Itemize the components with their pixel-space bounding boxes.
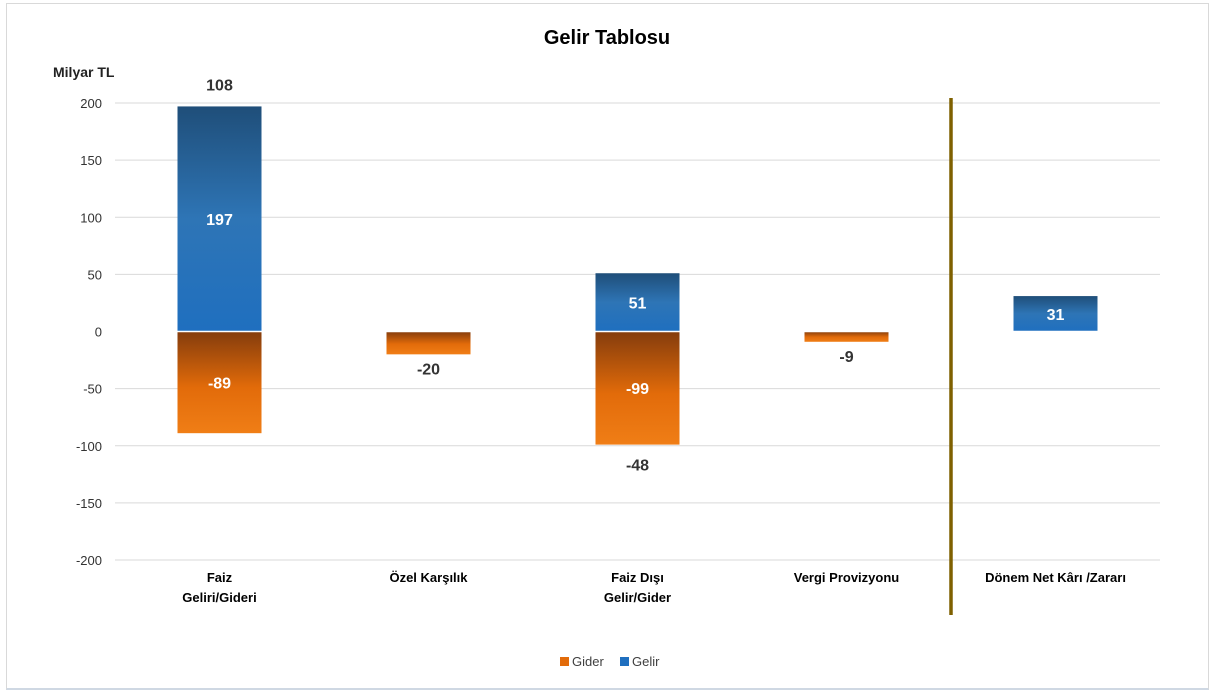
category-label: Dönem Net Kârı /Zararı (985, 570, 1126, 585)
chart-title: Gelir Tablosu (544, 27, 670, 49)
data-label: -89 (208, 375, 231, 392)
net-label: 108 (206, 77, 233, 94)
bar-gider (804, 331, 889, 342)
bar-gider (177, 331, 262, 434)
legend-swatch-gider (560, 657, 569, 666)
y-tick-label: 0 (95, 325, 102, 340)
bar-gelir (177, 106, 262, 332)
y-tick-label: -150 (76, 496, 102, 511)
net-label: -48 (626, 458, 649, 475)
bar-gelir (595, 273, 680, 332)
bar-gider (386, 331, 471, 355)
data-label: 31 (1047, 307, 1065, 324)
data-labels: -89 197 108 -20 -99 51 -48 -9 31 (206, 77, 1064, 474)
category-label: Gelir/Gider (604, 590, 671, 605)
bar-gider (595, 331, 680, 445)
legend: Gider Gelir (560, 654, 660, 669)
bar-gelir (1013, 296, 1098, 332)
y-tick-label: 200 (80, 96, 102, 111)
bars (115, 98, 1160, 615)
category-label: Faiz Dışı (611, 570, 664, 585)
category-label: Vergi Provizyonu (794, 570, 900, 585)
y-tick-label: -100 (76, 439, 102, 454)
y-tick-label: 50 (88, 267, 102, 282)
category-label: Faiz (207, 570, 233, 585)
category-label: Özel Karşılık (389, 570, 468, 585)
y-tick-label: 150 (80, 153, 102, 168)
category-labels: Faiz Geliri/Gideri Özel Karşılık Faiz Dışı G… (182, 570, 1126, 605)
data-label: -9 (839, 349, 853, 366)
y-axis-unit: Milyar TL (53, 64, 115, 80)
data-label: 51 (629, 295, 647, 312)
y-tick-label: 100 (80, 210, 102, 225)
legend-label: Gelir (632, 654, 660, 669)
y-tick-labels: 200 150 100 50 0 -50 -100 -150 -200 (76, 96, 102, 568)
data-label: 197 (206, 212, 233, 229)
chart-frame (6, 3, 1209, 690)
y-tick-label: -50 (83, 382, 102, 397)
legend-swatch-gelir (620, 657, 629, 666)
data-label: -99 (626, 381, 649, 398)
category-label: Geliri/Gideri (182, 590, 256, 605)
y-tick-label: -200 (76, 553, 102, 568)
legend-label: Gider (572, 654, 604, 669)
data-label: -20 (417, 361, 440, 378)
